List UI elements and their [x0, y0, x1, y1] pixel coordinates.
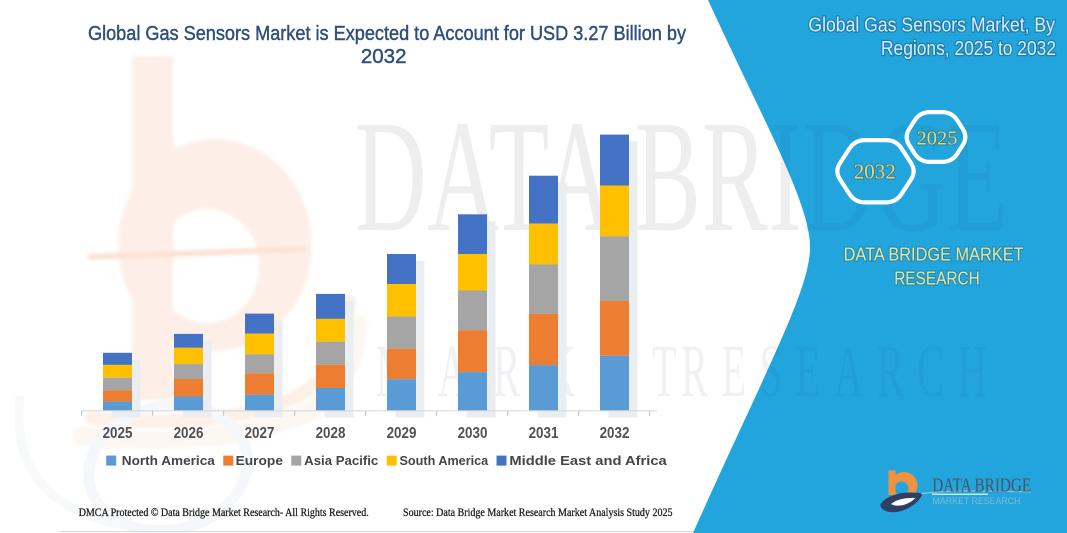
- svg-text:Regions, 2025 to 2032: Regions, 2025 to 2032: [881, 37, 1056, 60]
- svg-text:Europe: Europe: [236, 453, 283, 468]
- svg-text:DATA BRIDGE: DATA BRIDGE: [932, 475, 1031, 497]
- svg-text:2025: 2025: [103, 425, 133, 442]
- svg-text:2030: 2030: [458, 425, 488, 442]
- svg-text:2026: 2026: [174, 425, 204, 442]
- svg-text:DATA BRIDGE MARKET: DATA BRIDGE MARKET: [844, 244, 1024, 265]
- svg-text:RESEARCH: RESEARCH: [894, 268, 980, 289]
- svg-text:North America: North America: [122, 453, 216, 468]
- svg-text:Source: Data Bridge Market Res: Source: Data Bridge Market Research Mark…: [403, 505, 673, 519]
- svg-text:Middle East and Africa: Middle East and Africa: [509, 453, 667, 468]
- svg-text:2025: 2025: [917, 128, 958, 150]
- svg-text:South America: South America: [400, 453, 489, 468]
- svg-text:2029: 2029: [387, 425, 417, 442]
- svg-text:2031: 2031: [529, 425, 559, 442]
- svg-text:2032: 2032: [854, 160, 896, 184]
- svg-text:2027: 2027: [245, 425, 275, 442]
- svg-text:DMCA Protected © Data Bridge M: DMCA Protected © Data Bridge Market Rese…: [79, 505, 369, 519]
- svg-text:MARKET RESEARCH: MARKET RESEARCH: [933, 496, 1021, 506]
- svg-text:Global Gas Sensors Market is E: Global Gas Sensors Market is Expected to…: [88, 23, 686, 45]
- svg-text:Global Gas Sensors Market, By: Global Gas Sensors Market, By: [808, 14, 1055, 37]
- svg-text:2028: 2028: [316, 425, 346, 442]
- svg-text:2032: 2032: [361, 46, 407, 68]
- svg-text:2032: 2032: [600, 425, 630, 442]
- svg-text:Asia Pacific: Asia Pacific: [304, 453, 378, 468]
